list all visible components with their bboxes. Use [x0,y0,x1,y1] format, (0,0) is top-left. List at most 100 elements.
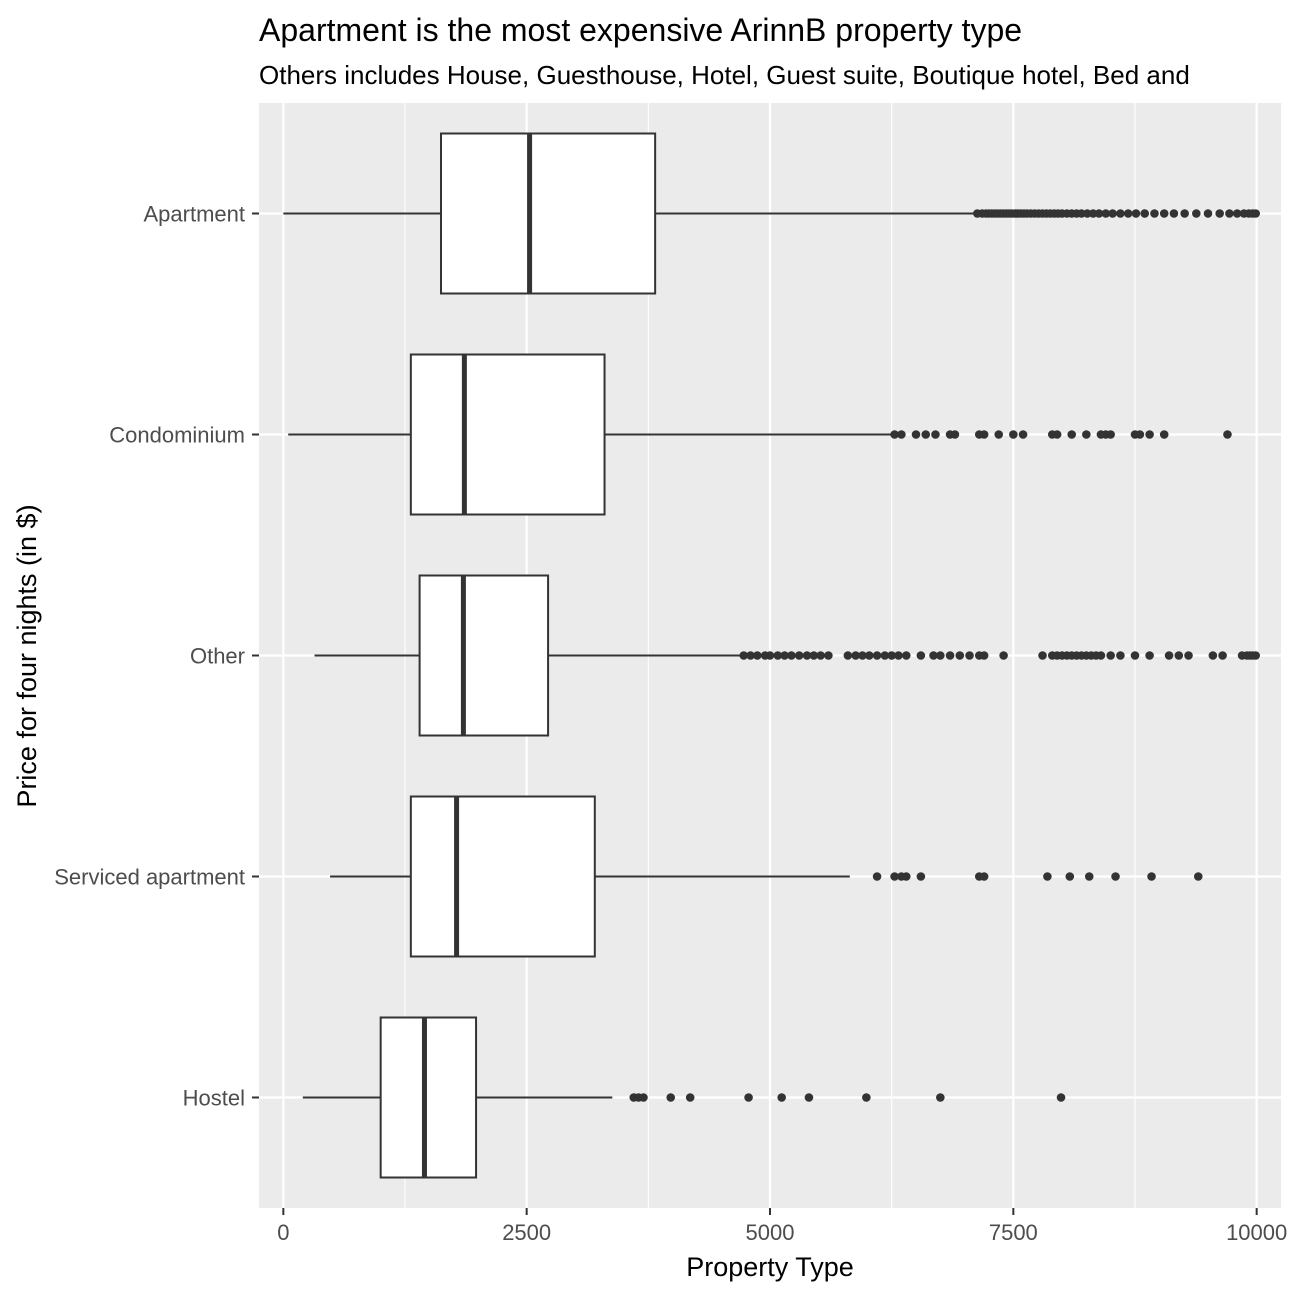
outlier-point [1159,209,1169,218]
outlier-point [1065,872,1075,881]
outlier-point [1192,209,1201,218]
x-tick-label: 7500 [989,1220,1038,1245]
outlier-point [890,872,899,881]
outlier-point [890,430,899,439]
outlier-point [1038,651,1047,660]
outlier-point [753,651,762,660]
outlier-point [773,651,783,660]
outlier-point [1084,872,1094,881]
outlier-point [929,651,938,660]
outlier-point [1180,209,1189,218]
outlier-point [1116,651,1125,660]
outlier-point [1106,430,1115,439]
outlier-point [1018,430,1028,439]
box-group-serviced-apartment [330,795,1203,958]
outlier-point [965,651,974,660]
outlier-point [862,1093,871,1102]
outlier-point [1101,209,1111,218]
outlier-point [1218,651,1227,660]
outlier-point [1208,651,1218,660]
iqr-box [440,132,657,295]
outlier-point [1215,209,1224,218]
outlier-point [1193,872,1203,881]
outlier-point [921,430,931,439]
outlier-point [894,651,903,660]
outlier-point [1150,209,1159,218]
x-tick-label: 5000 [746,1220,795,1245]
outlier-point [1108,209,1117,218]
outlier-point [931,430,940,439]
outlier-point [858,651,867,660]
outlier-point [1130,651,1140,660]
outlier-point [916,651,926,660]
outlier-point [1174,651,1184,660]
outlier-point [1123,209,1133,218]
outlier-point [1159,430,1169,439]
box-group-other [314,574,1260,737]
outlier-point [1096,651,1106,660]
y-axis-title: Price for four nights (in $) [12,504,42,807]
outlier-point [979,872,989,881]
outlier-point [804,1093,814,1102]
outlier-point [1169,209,1179,218]
chart-title: Apartment is the most expensive ArinnB p… [259,12,1022,48]
outlier-point [777,1093,786,1102]
outlier-point [1052,430,1062,439]
outlier-point [639,1093,648,1102]
x-tick-label: 10000 [1226,1220,1287,1245]
outlier-point [1147,872,1156,881]
y-tick-label: Serviced apartment [54,865,245,890]
iqr-box [379,1016,478,1179]
outlier-point [1251,651,1260,660]
outlier-point [1203,209,1213,218]
outlier-point [1106,651,1115,660]
box-group-condominium [288,353,1232,516]
outlier-point [901,651,911,660]
outlier-point [1232,209,1242,218]
outlier-point [666,1093,676,1102]
box-group-apartment [283,132,1260,295]
outlier-point [1056,1093,1066,1102]
outlier-point [1145,430,1154,439]
outlier-point [911,430,921,439]
outlier-point [901,872,911,881]
iqr-box [409,795,596,958]
outlier-point [936,651,945,660]
outlier-point [936,1093,945,1102]
boxes-layer [283,132,1260,1179]
outlier-point [794,651,804,660]
outlier-point [802,651,812,660]
outlier-point [994,430,1004,439]
outlier-point [1140,209,1150,218]
y-axis: Apartment Condominium Other Serviced apartm… [54,202,259,1111]
outlier-point [765,651,775,660]
outlier-point [955,651,965,660]
outlier-point [1131,209,1141,218]
y-tick-label: Condominium [109,423,245,448]
outlier-point [872,872,882,881]
outlier-point [1067,430,1077,439]
outlier-point [1009,430,1018,439]
outlier-point [1251,209,1260,218]
outlier-point [979,651,989,660]
outlier-point [809,651,819,660]
outlier-point [746,651,755,660]
box-group-hostel [302,1016,1066,1179]
y-tick-label: Other [190,644,245,669]
outlier-point [843,651,853,660]
outlier-point [887,651,896,660]
outlier-point [780,651,789,660]
outlier-point [864,651,874,660]
x-axis-title: Property Type [686,1252,854,1282]
outlier-point [1116,209,1125,218]
outlier-point [1043,872,1052,881]
outlier-point [945,651,955,660]
outlier-point [851,651,860,660]
outlier-point [1135,430,1145,439]
outlier-point [685,1093,695,1102]
outlier-point [1111,872,1120,881]
iqr-box [409,353,606,516]
outlier-point [916,872,926,881]
outlier-point [744,1093,753,1102]
outlier-point [979,430,989,439]
